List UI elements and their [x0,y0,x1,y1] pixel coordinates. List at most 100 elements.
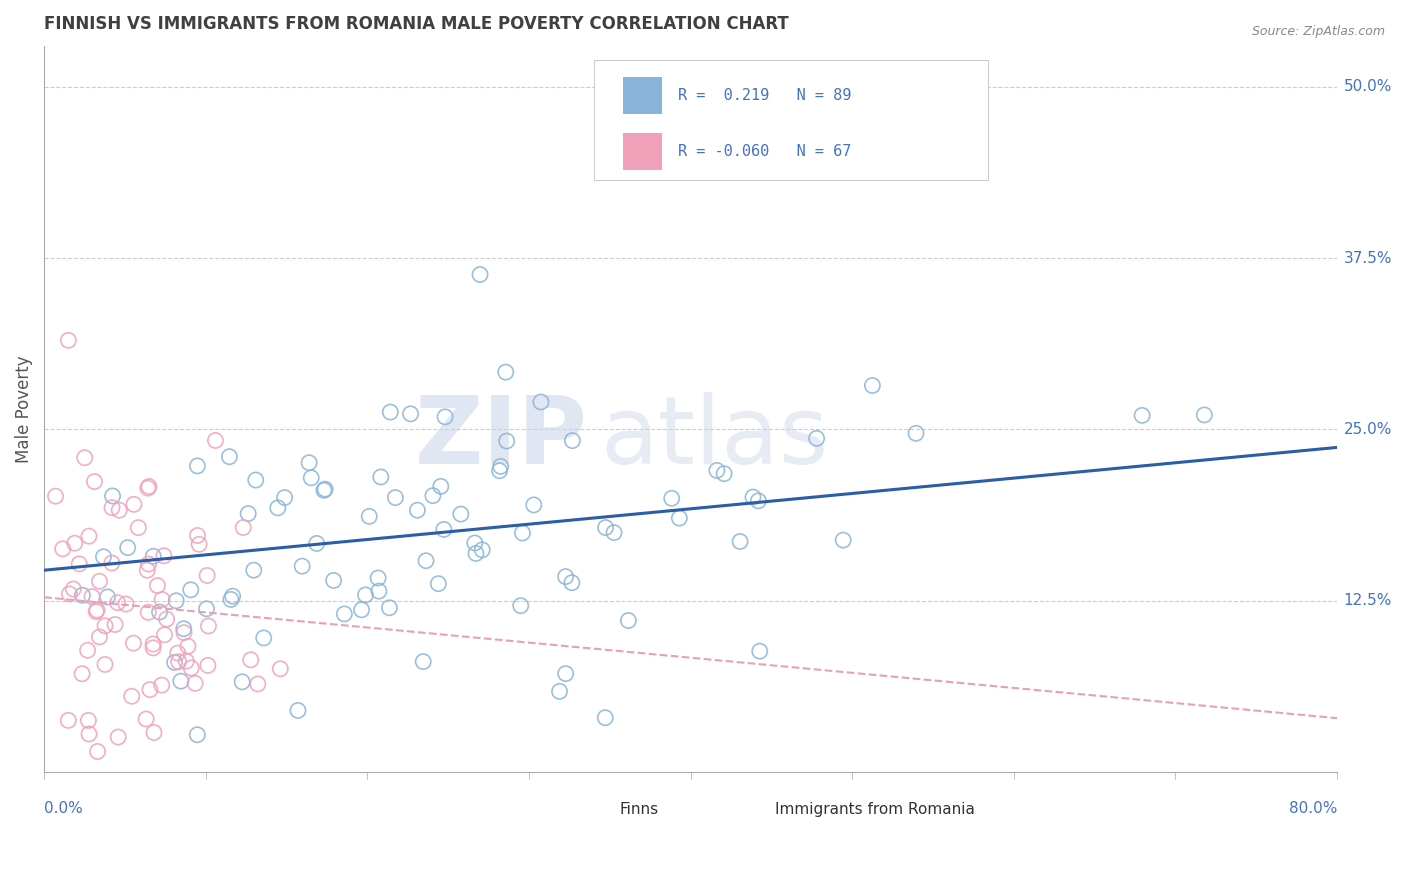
Point [142,725,165,739]
Point [101,500,124,515]
Point [427,576,450,591]
Text: ZIP: ZIP [415,392,588,483]
Point [127,521,149,535]
Text: 12.5%: 12.5% [1344,593,1392,608]
Point [77,727,100,741]
Text: R =  0.219   N = 89: R = 0.219 N = 89 [678,87,851,103]
Point [94,619,117,633]
Text: FINNISH VS IMMIGRANTS FROM ROMANIA MALE POVERTY CORRELATION CHART: FINNISH VS IMMIGRANTS FROM ROMANIA MALE … [44,15,789,33]
Point [468,268,491,282]
Point [231,674,253,689]
FancyBboxPatch shape [593,60,988,180]
Point [204,434,226,448]
Point [267,500,290,515]
Point [548,684,571,698]
Point [806,431,828,445]
Point [122,497,145,511]
Point [115,597,138,611]
Point [174,654,197,668]
Point [104,617,127,632]
Point [72,588,94,602]
Point [1194,408,1216,422]
Point [471,542,494,557]
Point [153,549,176,563]
Point [728,534,751,549]
Point [197,658,219,673]
Point [380,405,402,419]
Point [80,590,103,604]
Text: 80.0%: 80.0% [1289,801,1337,816]
Point [832,533,855,548]
Point [153,628,176,642]
Point [186,458,208,473]
Point [239,653,262,667]
Point [186,528,208,542]
Point [434,409,457,424]
Point [465,546,488,560]
Point [464,536,486,550]
Point [523,498,546,512]
Point [287,703,309,717]
Point [166,646,188,660]
Point [246,677,269,691]
FancyBboxPatch shape [623,78,662,113]
Point [305,536,328,550]
Point [412,655,434,669]
FancyBboxPatch shape [623,134,662,169]
Point [488,464,510,478]
Point [89,574,111,589]
Point [150,592,173,607]
Point [121,690,143,704]
Point [170,674,193,689]
Point [422,489,444,503]
Point [86,603,108,617]
Point [62,582,84,596]
Point [180,661,202,675]
Point [242,563,264,577]
Point [554,569,576,583]
Point [359,509,381,524]
Point [218,450,240,464]
Point [197,619,219,633]
Point [509,599,531,613]
Point [93,549,115,564]
Point [186,728,208,742]
Point [70,666,93,681]
Text: 50.0%: 50.0% [1344,79,1392,95]
Point [146,578,169,592]
Point [52,541,75,556]
Point [107,596,129,610]
Point [512,526,534,541]
Point [322,574,344,588]
Point [142,549,165,564]
Point [354,588,377,602]
Point [298,456,321,470]
Point [742,490,765,504]
Point [58,334,80,348]
Point [489,459,512,474]
FancyBboxPatch shape [735,801,765,817]
Point [238,507,260,521]
Point [180,582,202,597]
Point [173,622,195,636]
Point [58,587,80,601]
Point [415,554,437,568]
Point [273,491,295,505]
Point [314,482,336,496]
Point [661,491,683,506]
Point [195,601,218,615]
Point [150,678,173,692]
Point [603,525,626,540]
Point [232,520,254,534]
Point [117,541,139,555]
Text: atlas: atlas [600,392,828,483]
Point [713,467,735,481]
Point [433,522,456,536]
Point [165,594,187,608]
Point [430,479,453,493]
Point [312,483,335,498]
Point [384,491,406,505]
Point [595,520,617,534]
Point [184,676,207,690]
Point [136,606,159,620]
